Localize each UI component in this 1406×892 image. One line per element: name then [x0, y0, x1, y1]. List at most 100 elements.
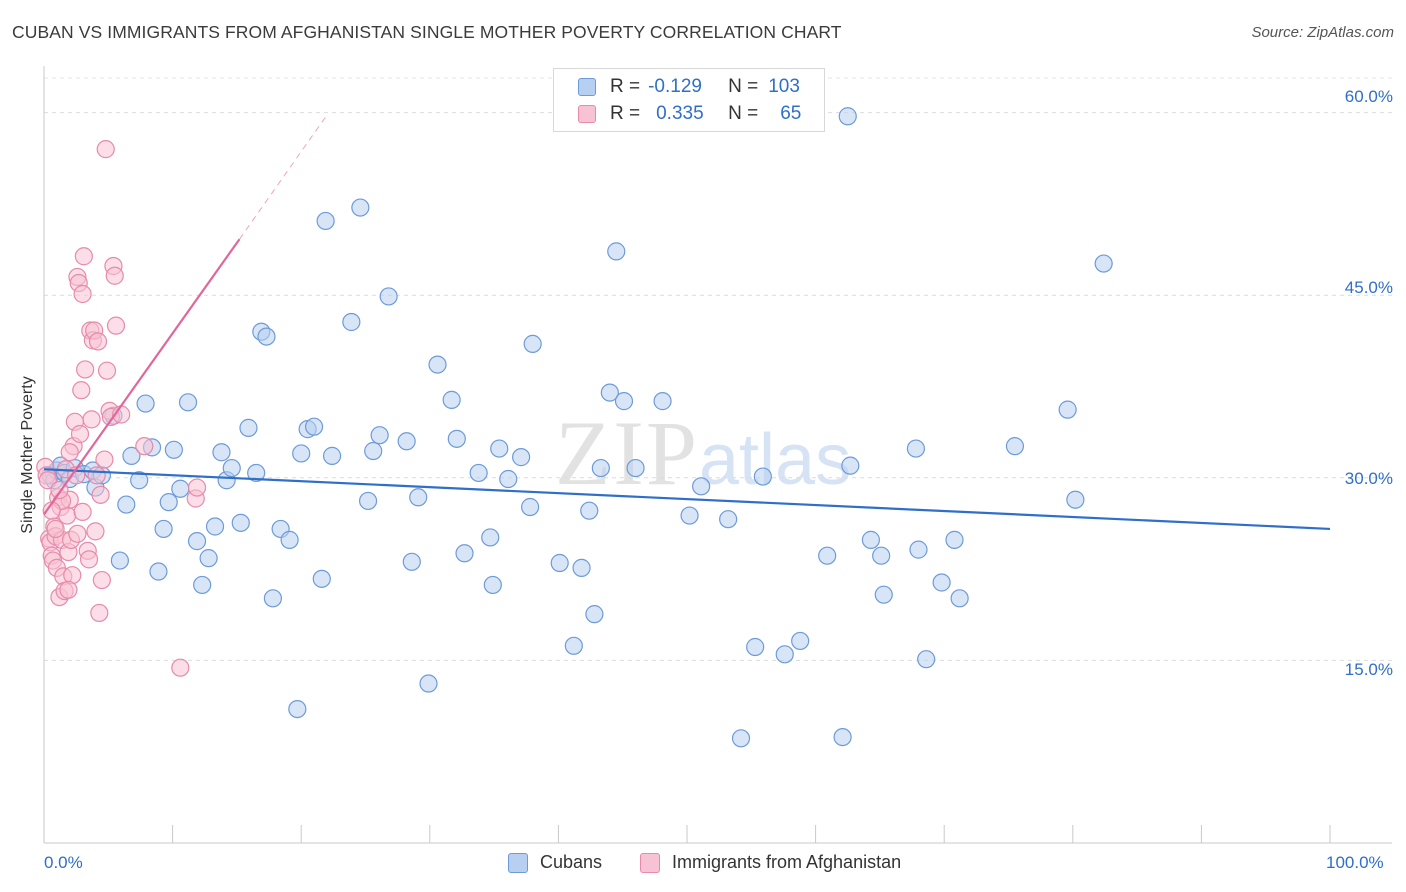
trendline-cuban: [43, 468, 1331, 531]
point-cuban-92: [872, 546, 891, 565]
point-cuban-80: [692, 477, 711, 496]
y-tick-label-30: 30.0%: [1344, 469, 1393, 488]
watermark-zip: ZIP: [555, 402, 699, 504]
point-afghan-37: [86, 522, 105, 541]
point-afghan-38: [87, 466, 106, 485]
point-cuban-100: [1005, 437, 1025, 456]
point-cuban-23: [178, 393, 198, 412]
legend-r-value: 0.335: [656, 103, 704, 124]
point-cuban-97: [932, 573, 951, 592]
bottom-legend-swatch-blue: [508, 852, 528, 873]
point-cuban-42: [304, 417, 324, 436]
point-cuban-74: [600, 383, 619, 402]
y-axis-label: Single Mother Poverty: [19, 376, 36, 534]
legend-row-cubans: R = -0.129 N = 103: [578, 74, 800, 100]
legend-r-label: R =: [610, 103, 641, 124]
point-cuban-13: [117, 495, 136, 514]
point-afghan-48: [105, 266, 124, 285]
point-cuban-81: [719, 510, 738, 529]
legend-r-value: -0.129: [648, 76, 702, 97]
point-cuban-102: [1066, 490, 1085, 509]
point-cuban-32: [239, 418, 258, 437]
point-cuban-91: [861, 530, 880, 549]
point-cuban-62: [483, 575, 502, 595]
point-afghan-43: [95, 450, 114, 469]
point-cuban-55: [419, 674, 438, 693]
y-tick-label-45: 45.0%: [1344, 278, 1393, 297]
point-cuban-24: [187, 532, 207, 551]
x-tick-label-min: 0.0%: [44, 853, 83, 872]
point-cuban-86: [791, 631, 810, 651]
point-cuban-82: [731, 729, 751, 748]
point-cuban-96: [917, 650, 936, 669]
point-cuban-73: [591, 458, 610, 478]
point-afghan-59: [73, 502, 92, 521]
point-cuban-21: [164, 440, 183, 459]
point-afghan-40: [90, 603, 109, 623]
correlation-legend: R = -0.129 N = 103 R = 0.335 N = 65: [553, 68, 825, 132]
point-cuban-15: [130, 471, 149, 490]
chart-title: CUBAN VS IMMIGRANTS FROM AFGHANISTAN SIN…: [12, 22, 842, 42]
point-afghan-51: [135, 437, 154, 456]
legend-n-value: 103: [768, 76, 800, 97]
point-cuban-60: [469, 463, 488, 483]
point-afghan-31: [76, 360, 95, 379]
point-afghan-52: [171, 658, 190, 677]
point-cuban-39: [288, 699, 307, 719]
point-afghan-60: [79, 550, 99, 569]
point-cuban-50: [370, 426, 389, 445]
point-cuban-12: [110, 551, 129, 570]
point-afghan-41: [91, 485, 110, 504]
bottom-legend-cubans: Cubans: [508, 852, 602, 873]
point-cuban-64: [499, 469, 518, 489]
trendline-afghan: [43, 238, 241, 515]
point-cuban-66: [521, 497, 540, 517]
point-cuban-26: [199, 549, 218, 568]
source-label: Source: ZipAtlas.com: [1251, 24, 1394, 41]
point-cuban-98: [945, 530, 964, 549]
point-cuban-43: [312, 569, 331, 588]
trendline-extension-afghan: [239, 114, 328, 240]
point-cuban-87: [818, 546, 837, 565]
point-cuban-59: [455, 544, 474, 563]
point-cuban-56: [428, 355, 447, 374]
point-cuban-19: [154, 519, 173, 539]
y-tick-label-60: 60.0%: [1344, 87, 1393, 106]
legend-n-value: 65: [780, 103, 802, 124]
point-cuban-52: [397, 432, 416, 451]
point-cuban-70: [572, 558, 591, 577]
point-cuban-79: [680, 506, 699, 525]
point-afghan-39: [88, 332, 108, 351]
point-cuban-77: [626, 458, 645, 478]
legend-r-label: R =: [610, 76, 641, 97]
watermark: ZIPatlas: [555, 400, 851, 506]
legend-row-afghanistan: R = 0.335 N = 65: [578, 101, 801, 127]
point-cuban-71: [580, 501, 599, 520]
point-cuban-46: [342, 312, 361, 332]
point-cuban-67: [523, 334, 542, 353]
point-afghan-56: [46, 519, 65, 539]
point-cuban-65: [512, 448, 531, 467]
legend-swatch-blue: [578, 78, 596, 96]
point-cuban-45: [322, 446, 342, 465]
point-cuban-78: [653, 392, 672, 411]
point-cuban-103: [1094, 254, 1113, 273]
point-afghan-42: [92, 570, 111, 590]
point-cuban-36: [263, 589, 283, 608]
point-cuban-99: [950, 589, 969, 608]
point-afghan-2: [38, 471, 57, 490]
point-afghan-29: [73, 284, 92, 304]
point-cuban-90: [841, 456, 860, 475]
point-cuban-40: [292, 444, 311, 463]
point-afghan-27: [70, 424, 90, 444]
point-afghan-34: [82, 410, 101, 429]
bottom-legend-swatch-pink: [640, 852, 660, 873]
point-cuban-22: [171, 479, 190, 498]
y-tick-label-15: 15.0%: [1344, 660, 1393, 679]
legend-n-label: N =: [728, 103, 759, 124]
bottom-legend-afghanistan: Immigrants from Afghanistan: [640, 852, 901, 873]
point-cuban-95: [909, 540, 928, 559]
point-cuban-33: [247, 463, 266, 483]
point-cuban-93: [874, 585, 893, 604]
point-cuban-14: [122, 446, 141, 465]
